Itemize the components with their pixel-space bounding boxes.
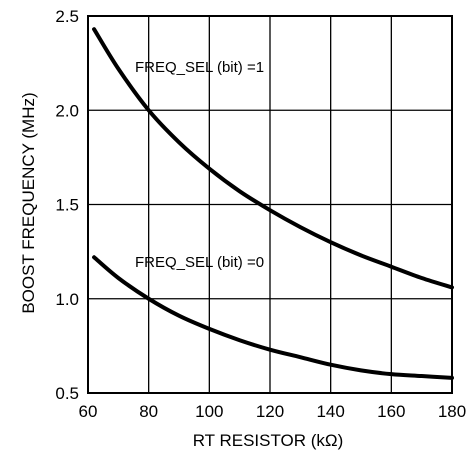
x-tick-label: 120 [256,402,284,421]
x-tick-label: 180 [438,402,466,421]
x-tick-label: 100 [195,402,223,421]
x-tick-labels: 60 80 100 120 140 160 180 [79,402,467,421]
x-tick-label: 80 [139,402,158,421]
plot-border [87,15,453,394]
y-tick-label: 1.0 [55,290,79,309]
y-tick-label: 0.5 [55,384,79,403]
series-curves [92,27,454,380]
x-tick-label: 60 [79,402,98,421]
x-tick-label: 140 [316,402,344,421]
series-line-0 [92,27,454,290]
x-axis-title: RT RESISTOR (kΩ) [193,431,344,450]
y-tick-labels: 0.5 1.0 1.5 2.0 2.5 [55,7,79,403]
plot-frame [87,15,453,394]
y-tick-label: 2.5 [55,7,79,26]
y-tick-label: 2.0 [55,101,79,120]
series-annotation-0: FREQ_SEL (bit) =1 [135,59,264,76]
y-tick-label: 1.5 [55,196,79,215]
series-line-1 [92,255,454,380]
series-annotations: FREQ_SEL (bit) =1 FREQ_SEL (bit) =0 [135,59,264,271]
y-axis-title: BOOST FREQUENCY (MHz) [19,92,38,313]
series-annotation-1: FREQ_SEL (bit) =0 [135,254,264,271]
x-tick-label: 160 [377,402,405,421]
